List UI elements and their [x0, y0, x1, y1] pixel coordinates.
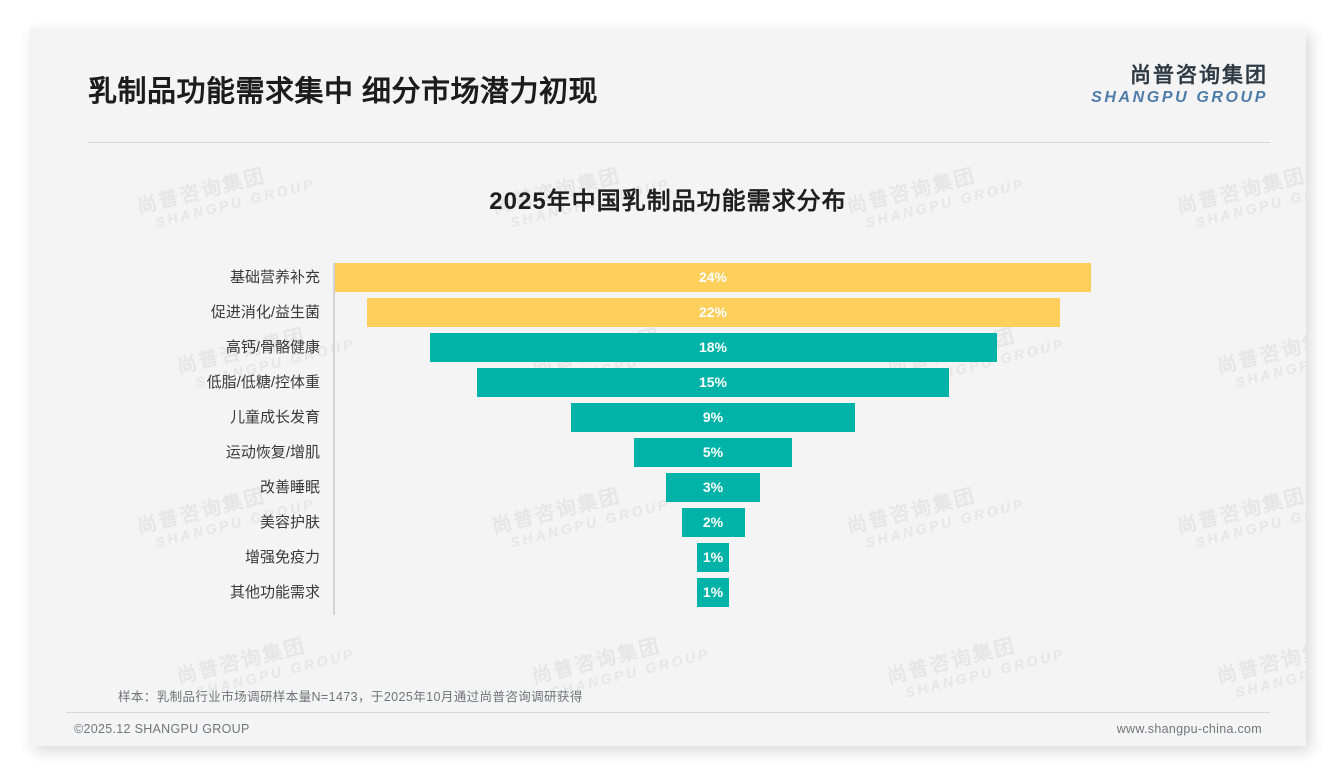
category-label: 儿童成长发育 — [229, 409, 320, 426]
funnel-bar[interactable]: 3% — [665, 473, 761, 502]
slide-card: 尚普咨询集团 SHANGPU GROUP 尚普咨询集团 SHANGPU GROUP 尚普… — [30, 28, 1306, 746]
chart-row: 促进消化/益生菌 22% — [30, 298, 1306, 327]
chart-row: 低脂/低糖/控体重 15% — [30, 368, 1306, 397]
chart-row: 增强免疫力 1% — [30, 543, 1306, 572]
source-footnote: 样本：乳制品行业市场调研样本量N=1473，于2025年10月通过尚普咨询调研获… — [118, 690, 583, 704]
website-link[interactable]: www.shangpu-china.com — [1116, 722, 1262, 736]
chart-row: 其他功能需求 1% — [30, 578, 1306, 607]
logo-text-cn: 尚普咨询集团 — [1130, 64, 1268, 87]
copyright-text: ©2025.12 SHANGPU GROUP — [74, 722, 250, 736]
funnel-bar[interactable]: 9% — [571, 403, 855, 432]
category-label: 运动恢复/增肌 — [225, 444, 320, 461]
chart-row: 运动恢复/增肌 5% — [30, 438, 1306, 467]
header-divider — [88, 142, 1270, 143]
category-label: 改善睡眠 — [259, 479, 320, 496]
category-label: 基础营养补充 — [229, 269, 320, 286]
category-label: 低脂/低糖/控体重 — [206, 374, 320, 391]
chart-row: 改善睡眠 3% — [30, 473, 1306, 502]
funnel-bar[interactable]: 22% — [366, 298, 1060, 327]
category-label: 美容护肤 — [259, 514, 320, 531]
funnel-bar[interactable]: 24% — [335, 263, 1091, 292]
funnel-bar[interactable]: 1% — [697, 543, 729, 572]
category-axis-line — [333, 263, 335, 615]
footer-divider — [66, 712, 1270, 713]
category-label: 增强免疫力 — [244, 549, 320, 566]
chart-title: 2025年中国乳制品功能需求分布 — [489, 188, 847, 215]
funnel-chart-plot: 基础营养补充 24% 促进消化/益生菌 22% 高钙/骨骼健康 18% 低脂/低糖/控体重 1… — [30, 263, 1306, 643]
slide-footer: ©2025.12 SHANGPU GROUP www.shangpu-china… — [30, 714, 1306, 746]
chart-container: 2025年中国乳制品功能需求分布 基础营养补充 24% 促进消化/益生菌 22% 高钙/… — [30, 153, 1306, 673]
chart-row: 儿童成长发育 9% — [30, 403, 1306, 432]
funnel-bar[interactable]: 2% — [681, 508, 745, 537]
funnel-bar[interactable]: 15% — [476, 368, 950, 397]
chart-row: 高钙/骨骼健康 18% — [30, 333, 1306, 362]
page-title: 乳制品功能需求集中 细分市场潜力初现 — [88, 76, 599, 108]
chart-row: 美容护肤 2% — [30, 508, 1306, 537]
category-label: 高钙/骨骼健康 — [225, 339, 320, 356]
category-label: 其他功能需求 — [229, 584, 320, 601]
logo-text-en: SHANGPU GROUP — [1091, 89, 1268, 107]
funnel-bar[interactable]: 1% — [697, 578, 729, 607]
slide-header: 乳制品功能需求集中 细分市场潜力初现 尚普咨询集团 SHANGPU GROUP — [30, 28, 1306, 114]
category-label: 促进消化/益生菌 — [210, 304, 320, 321]
funnel-bar[interactable]: 18% — [429, 333, 997, 362]
chart-row: 基础营养补充 24% — [30, 263, 1306, 292]
company-logo: 尚普咨询集团 SHANGPU GROUP — [1091, 64, 1268, 107]
funnel-bar[interactable]: 5% — [634, 438, 792, 467]
